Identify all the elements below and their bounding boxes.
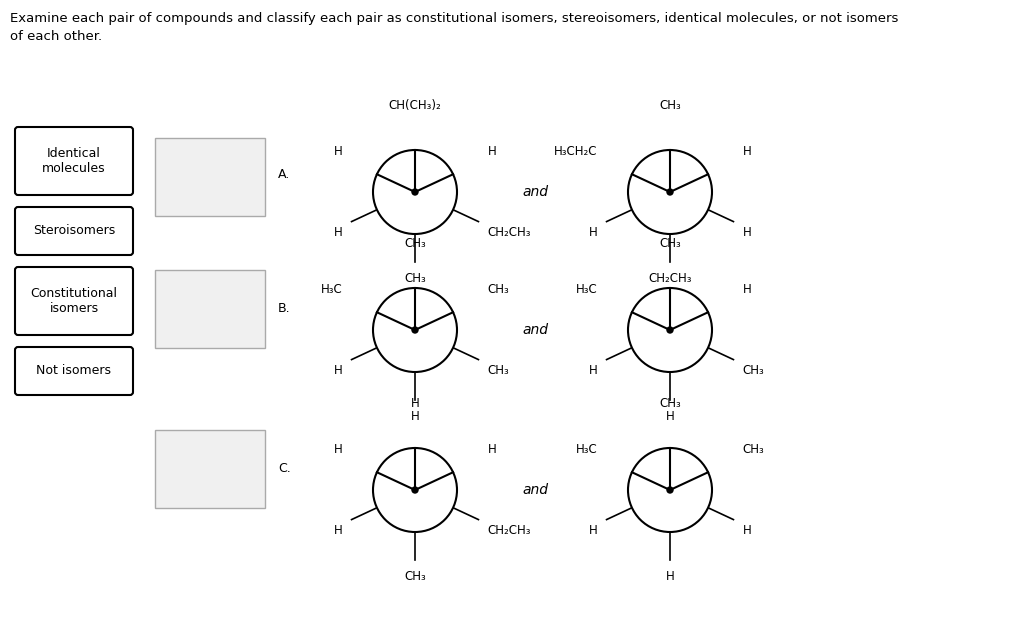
Text: H: H [589,364,597,377]
Ellipse shape [628,150,712,234]
Ellipse shape [628,288,712,372]
Text: H: H [487,443,497,456]
Circle shape [412,487,418,493]
Text: CH(CH₃)₂: CH(CH₃)₂ [389,99,441,112]
Text: H: H [742,145,752,158]
Text: H: H [742,524,752,537]
Text: CH₃: CH₃ [404,237,426,250]
Text: H₃CH₂C: H₃CH₂C [554,145,597,158]
Text: CH₃: CH₃ [487,283,509,296]
Text: H: H [742,283,752,296]
Text: H₃C: H₃C [575,283,597,296]
Text: H: H [334,524,342,537]
Text: CH₃: CH₃ [742,443,764,456]
Text: and: and [522,483,548,497]
Text: H: H [334,443,342,456]
FancyBboxPatch shape [15,267,133,335]
Text: CH₃: CH₃ [404,570,426,583]
Text: H: H [334,364,342,377]
Text: H: H [589,524,597,537]
Text: H: H [334,226,342,239]
Text: H: H [666,570,675,583]
Text: A.: A. [278,168,290,181]
Text: C.: C. [278,462,291,474]
Text: Constitutional
isomers: Constitutional isomers [31,287,118,315]
Text: Identical
molecules: Identical molecules [42,147,105,175]
Text: Steroisomers: Steroisomers [33,225,115,238]
Text: CH₂CH₃: CH₂CH₃ [648,272,692,285]
Bar [155,430,265,508]
Ellipse shape [373,288,457,372]
Circle shape [412,327,418,333]
Text: H: H [487,145,497,158]
Text: H: H [334,145,342,158]
Text: CH₃: CH₃ [659,397,681,410]
Text: and: and [522,185,548,199]
Text: Not isomers: Not isomers [37,365,112,378]
Text: and: and [522,323,548,337]
Text: H: H [411,397,420,410]
Circle shape [667,487,673,493]
Text: CH₃: CH₃ [404,272,426,285]
Text: CH₂CH₃: CH₂CH₃ [487,226,531,239]
Text: H: H [589,226,597,239]
Text: CH₂CH₃: CH₂CH₃ [487,524,531,537]
Text: CH₃: CH₃ [487,364,509,377]
Text: CH₃: CH₃ [659,237,681,250]
Bar [155,270,265,348]
Circle shape [412,189,418,195]
Text: H₃C: H₃C [321,283,342,296]
Text: CH₃: CH₃ [659,99,681,112]
Circle shape [667,189,673,195]
Bar [155,138,265,216]
Text: H: H [666,410,675,423]
Circle shape [667,327,673,333]
Text: H: H [411,410,420,423]
Ellipse shape [373,150,457,234]
FancyBboxPatch shape [15,347,133,395]
Text: B.: B. [278,302,291,315]
Ellipse shape [628,448,712,532]
Text: H: H [742,226,752,239]
FancyBboxPatch shape [15,207,133,255]
Text: Examine each pair of compounds and classify each pair as constitutional isomers,: Examine each pair of compounds and class… [10,12,898,43]
Text: H₃C: H₃C [575,443,597,456]
FancyBboxPatch shape [15,127,133,195]
Text: CH₃: CH₃ [742,364,764,377]
Ellipse shape [373,448,457,532]
